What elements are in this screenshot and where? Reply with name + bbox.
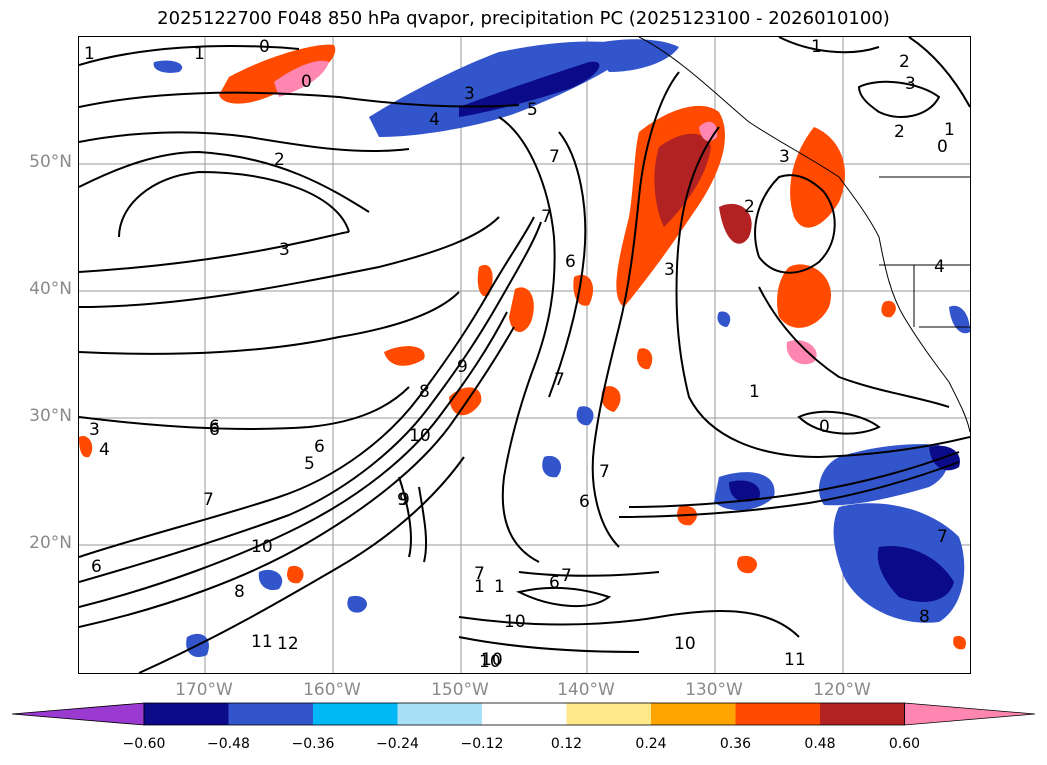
contour-label: 4 bbox=[429, 110, 440, 130]
colorbar-swatch bbox=[820, 703, 905, 725]
contour-label: 2 bbox=[274, 150, 285, 170]
contour-label: 0 bbox=[259, 37, 270, 57]
contour-label: 1 bbox=[194, 44, 205, 64]
contour-label: 7 bbox=[203, 490, 214, 510]
lat-label-30n: 30°N bbox=[29, 406, 72, 426]
contour-label: 3 bbox=[779, 147, 790, 167]
contour-label: 10 bbox=[479, 652, 501, 672]
colorbar-swatch bbox=[482, 703, 567, 725]
contour-label: 6 bbox=[209, 417, 220, 437]
contour-label: 8 bbox=[919, 607, 930, 627]
lat-label-50n: 50°N bbox=[29, 152, 72, 172]
colorbar-tick-label: −0.12 bbox=[460, 736, 504, 752]
contour-label: 1 bbox=[84, 44, 95, 64]
contour-label: 9 bbox=[399, 490, 410, 510]
qvapor-contours bbox=[79, 37, 970, 673]
map-plot-area: 1 0 0 1 2 3 4 5 7 7 6 1 2 3 2 1 0 3 2 3 … bbox=[78, 36, 971, 674]
colorbar-tick-label: 0.24 bbox=[635, 736, 667, 752]
lon-label-150w: 150°W bbox=[431, 680, 489, 700]
contour-label: 5 bbox=[304, 454, 315, 474]
colorbar-swatch bbox=[313, 703, 398, 725]
lat-label-40n: 40°N bbox=[29, 279, 72, 299]
coastline bbox=[638, 37, 970, 433]
contour-label: 3 bbox=[905, 74, 916, 94]
lon-label-120w: 120°W bbox=[813, 680, 871, 700]
lat-label-20n: 20°N bbox=[29, 533, 72, 553]
contour-label: 3 bbox=[464, 84, 475, 104]
colorbar-extend-low bbox=[11, 702, 145, 726]
graticule bbox=[79, 37, 970, 673]
contour-label: 2 bbox=[899, 52, 910, 72]
lon-label-130w: 130°W bbox=[685, 680, 743, 700]
contour-label: 1 bbox=[811, 37, 822, 57]
contour-label: 1 bbox=[474, 577, 485, 597]
contour-label: 7 bbox=[599, 462, 610, 482]
colorbar-tick-label: −0.36 bbox=[291, 736, 335, 752]
contour-label: 3 bbox=[279, 240, 290, 260]
contour-label: 1 bbox=[494, 577, 505, 597]
colorbar-swatch bbox=[228, 703, 313, 725]
lon-label-160w: 160°W bbox=[303, 680, 361, 700]
contour-label: 9 bbox=[397, 490, 408, 510]
contour-label: 11 bbox=[251, 632, 273, 652]
contour-label: 5 bbox=[527, 100, 538, 120]
colorbar-swatch bbox=[397, 703, 482, 725]
colorbar bbox=[11, 702, 1036, 726]
contour-label: 6 bbox=[314, 437, 325, 457]
colorbar-tick-label: −0.24 bbox=[376, 736, 419, 752]
contour-label: 6 bbox=[549, 573, 560, 593]
map-canvas: 1 0 0 1 2 3 4 5 7 7 6 1 2 3 2 1 0 3 2 3 … bbox=[79, 37, 970, 673]
contour-label: 6 bbox=[209, 420, 220, 440]
colorbar-tick-label: 0.12 bbox=[550, 736, 583, 752]
contour-label: 6 bbox=[579, 492, 590, 512]
contour-label: 6 bbox=[91, 557, 102, 577]
colorbar-swatch bbox=[735, 703, 820, 725]
contour-label: 2 bbox=[744, 197, 755, 217]
contour-label: 6 bbox=[565, 252, 576, 272]
contour-label: 10 bbox=[409, 426, 431, 446]
contour-label: 7 bbox=[554, 370, 565, 390]
contour-label: 2 bbox=[894, 122, 905, 142]
contour-label: 3 bbox=[89, 420, 100, 440]
colorbar-tick-label: −0.60 bbox=[122, 736, 166, 752]
contour-label: 9 bbox=[457, 357, 468, 377]
contour-label: 0 bbox=[819, 417, 830, 437]
contour-label: 0 bbox=[937, 137, 948, 157]
lon-label-140w: 140°W bbox=[557, 680, 615, 700]
contour-label: 3 bbox=[664, 260, 675, 280]
colorbar-swatch bbox=[651, 703, 736, 725]
contour-label: 4 bbox=[99, 440, 110, 460]
contour-label: 8 bbox=[234, 582, 245, 602]
map-title: 2025122700 F048 850 hPa qvapor, precipit… bbox=[157, 8, 890, 29]
contour-label: 8 bbox=[419, 382, 430, 402]
contour-label: 10 bbox=[481, 650, 503, 670]
colorbar-tick-label: 0.48 bbox=[804, 736, 836, 752]
positive-anomaly-fill bbox=[79, 44, 966, 650]
contour-label: 0 bbox=[301, 72, 312, 92]
contour-label: 7 bbox=[549, 147, 560, 167]
contour-label: 1 bbox=[944, 120, 955, 140]
contour-label: 7 bbox=[541, 207, 552, 227]
lon-label-170w: 170°W bbox=[175, 680, 233, 700]
contour-label: 7 bbox=[561, 566, 572, 586]
contour-label: 4 bbox=[934, 257, 945, 277]
contour-label: 7 bbox=[937, 527, 948, 547]
contour-label: 11 bbox=[784, 650, 806, 670]
colorbar-swatch bbox=[144, 703, 229, 725]
contour-label: 1 bbox=[749, 382, 760, 402]
colorbar-extend-high bbox=[904, 702, 1036, 726]
contour-labels: 1 0 0 1 2 3 4 5 7 7 6 1 2 3 2 1 0 3 2 3 … bbox=[84, 37, 955, 672]
colorbar-tick-label: 0.36 bbox=[719, 736, 752, 752]
contour-label: 12 bbox=[277, 634, 299, 654]
colorbar-swatch bbox=[566, 703, 651, 725]
colorbar-tick-label: 0.60 bbox=[888, 736, 921, 752]
contour-label: 7 bbox=[474, 564, 485, 584]
contour-label: 10 bbox=[674, 634, 696, 654]
colorbar-tick-label: −0.48 bbox=[207, 736, 250, 752]
contour-label: 10 bbox=[251, 537, 273, 557]
contour-label: 10 bbox=[504, 612, 526, 632]
